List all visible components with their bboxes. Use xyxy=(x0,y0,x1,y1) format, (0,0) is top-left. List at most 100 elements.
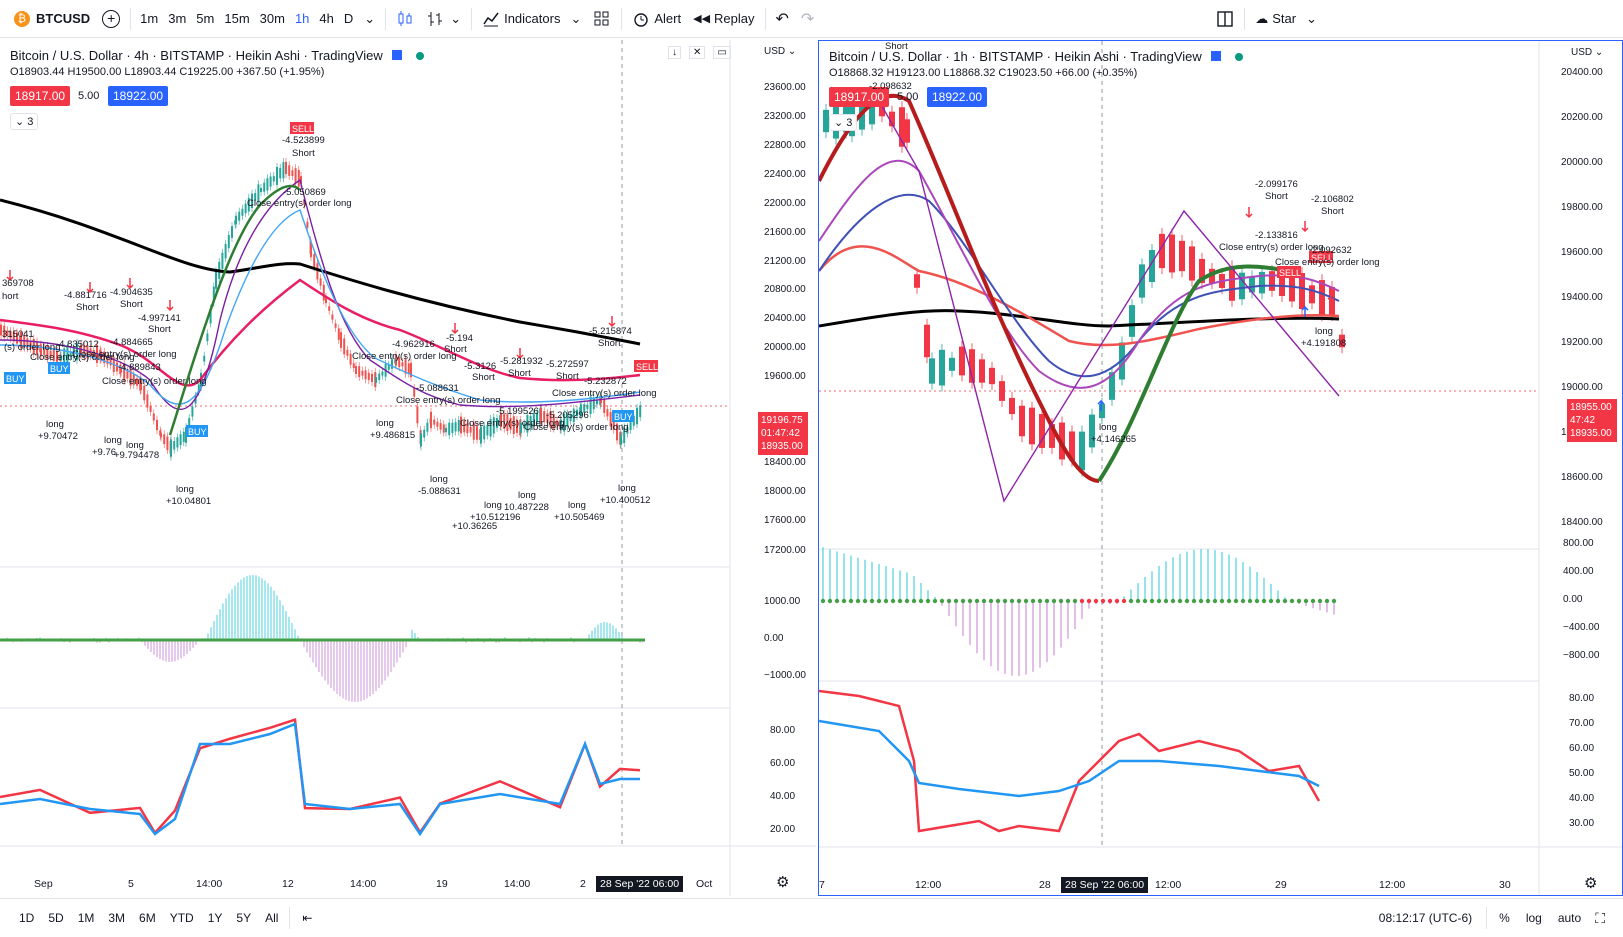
buy-button[interactable]: 18922.00 xyxy=(108,86,169,106)
close-icon[interactable]: ✕ xyxy=(689,46,706,59)
candle-body xyxy=(149,406,152,412)
replay-button[interactable]: ◀◀ Replay xyxy=(687,0,760,38)
time-tick-label: 30 xyxy=(1499,879,1511,891)
range-5y[interactable]: 5Y xyxy=(236,911,252,925)
indicators-button[interactable]: Indicators ⌄ xyxy=(476,0,587,38)
symbol-search[interactable]: ₿ BTCUSD xyxy=(8,0,96,38)
buy-button[interactable]: 18922.00 xyxy=(927,87,988,107)
candle-body xyxy=(63,348,66,366)
sell-button[interactable]: 18917.00 xyxy=(829,87,890,107)
candle-body xyxy=(606,409,609,417)
candle-body xyxy=(163,434,166,445)
zero-line-dot xyxy=(995,598,1001,604)
star-button[interactable]: ☁ Star ⌄ xyxy=(1249,0,1323,38)
timeframe-5m[interactable]: 5m xyxy=(196,11,215,26)
fullscreen-icon[interactable]: ⛶ xyxy=(1595,909,1605,926)
trade-annotation: long xyxy=(176,484,194,495)
timeframe-30m[interactable]: 30m xyxy=(259,11,285,26)
trade-annotation: -5.272597 xyxy=(546,359,589,370)
axis-tick-label: 20000.00 xyxy=(764,342,806,353)
trade-annotation: Close entry(s) order long xyxy=(524,422,629,433)
undo-button[interactable]: ↶ xyxy=(770,0,795,38)
candle-body xyxy=(146,394,149,408)
chart-title-text: Bitcoin / U.S. Dollar · 1h · BITSTAMP · … xyxy=(829,49,1202,64)
range-5d[interactable]: 5D xyxy=(48,911,64,925)
timeframe-D[interactable]: D xyxy=(343,11,354,26)
chart-canvas-1h[interactable]: SELL SELL xyxy=(819,41,1623,896)
indicator-toggle[interactable]: ⌄ 3 xyxy=(829,114,858,131)
candle-style-button[interactable] xyxy=(390,0,420,38)
currency-selector[interactable]: USD ⌄ xyxy=(1571,47,1604,58)
layout-button[interactable] xyxy=(1210,0,1240,38)
templates-button[interactable] xyxy=(587,0,617,38)
axis-tick-label: −400.00 xyxy=(1563,622,1600,633)
zero-line-dot xyxy=(925,598,931,604)
chart-panel-4h[interactable]: SELL SELL BUY BUY BUY BUY Bitcoin / U.S. Doll… xyxy=(0,40,816,896)
currency-selector[interactable]: USD ⌄ xyxy=(764,46,797,57)
sell-button[interactable]: 18917.00 xyxy=(10,86,71,106)
trade-annotation: Close entry(s) order long xyxy=(1219,242,1324,253)
range-3m[interactable]: 3M xyxy=(108,911,126,925)
moving-average-blue xyxy=(819,193,1340,378)
range-all[interactable]: All xyxy=(265,911,279,925)
trade-annotation: long xyxy=(430,474,448,485)
timeframe-dropdown[interactable]: ⌄ xyxy=(358,0,381,38)
time-tick-label: 12 xyxy=(282,878,294,890)
buy-signal-label: BUY xyxy=(188,427,207,437)
candle-body xyxy=(203,355,206,362)
candle-body xyxy=(49,350,52,357)
candle-body xyxy=(1149,249,1155,283)
indicator-toggle[interactable]: ⌄ 3 xyxy=(10,113,39,130)
trade-annotation: long xyxy=(568,500,586,511)
zero-line-dot xyxy=(1121,598,1127,604)
log-toggle[interactable]: log xyxy=(1525,911,1542,925)
range-1d[interactable]: 1D xyxy=(19,911,35,925)
candle-body xyxy=(227,235,230,249)
percent-toggle[interactable]: % xyxy=(1499,911,1510,925)
arrow-down-icon[interactable]: ↓ xyxy=(668,46,681,59)
redo-button[interactable]: ↷ xyxy=(795,0,820,38)
trade-annotation: long xyxy=(126,440,144,451)
candle-body xyxy=(36,341,38,355)
zero-line-dot xyxy=(939,598,945,604)
goto-date-button[interactable]: ⇤ xyxy=(294,911,320,925)
range-1m[interactable]: 1M xyxy=(77,911,95,925)
candle-body xyxy=(489,419,492,437)
clock-display[interactable]: 08:12:17 (UTC-6) xyxy=(1378,911,1473,925)
zero-line-dot xyxy=(1135,598,1141,604)
range-ytd[interactable]: YTD xyxy=(169,911,194,925)
zero-line-dot xyxy=(1079,598,1085,604)
candle-body xyxy=(3,325,6,338)
timeframe-15m[interactable]: 15m xyxy=(224,11,250,26)
timeframe-1h[interactable]: 1h xyxy=(294,11,310,26)
settings-gear-icon[interactable]: ⚙ xyxy=(1584,875,1598,892)
range-6m[interactable]: 6M xyxy=(139,911,156,925)
minimize-icon[interactable]: ▭ xyxy=(713,46,731,59)
bars-style-button[interactable]: ⌄ xyxy=(420,0,467,38)
chevron-down-icon: ⌄ xyxy=(450,10,462,26)
candle-body xyxy=(6,330,9,337)
auto-toggle[interactable]: auto xyxy=(1557,911,1582,925)
compare-add-button[interactable]: + xyxy=(96,0,126,38)
zero-line-dot xyxy=(1212,598,1218,604)
settings-gear-icon[interactable]: ⚙ xyxy=(776,874,790,891)
timeframe-1m[interactable]: 1m xyxy=(140,11,159,26)
zero-line-dot xyxy=(876,598,882,604)
chart-canvas-4h[interactable]: SELL SELL BUY BUY BUY BUY xyxy=(0,40,816,896)
alert-button[interactable]: Alert xyxy=(626,0,687,38)
plus-circle-icon: + xyxy=(102,9,121,28)
zero-line-dot xyxy=(1317,598,1323,604)
range-1y[interactable]: 1Y xyxy=(207,911,223,925)
time-tick-label: 12:00 xyxy=(915,879,942,891)
timeframe-4h[interactable]: 4h xyxy=(319,11,334,26)
trade-annotation: long xyxy=(518,490,536,501)
zero-line-dot xyxy=(911,598,917,604)
sell-signal-tag xyxy=(634,360,658,372)
axis-tick-label: 60.00 xyxy=(1569,743,1595,754)
axis-tick-label: 30.00 xyxy=(1569,818,1595,829)
candle-body xyxy=(476,426,478,440)
zero-line-dot xyxy=(1310,598,1316,604)
candle-body xyxy=(126,371,129,379)
chart-panel-1h[interactable]: SELL SELL Bitcoin / U.S. Dollar · 1h · BI… xyxy=(818,40,1623,896)
timeframe-3m[interactable]: 3m xyxy=(168,11,187,26)
